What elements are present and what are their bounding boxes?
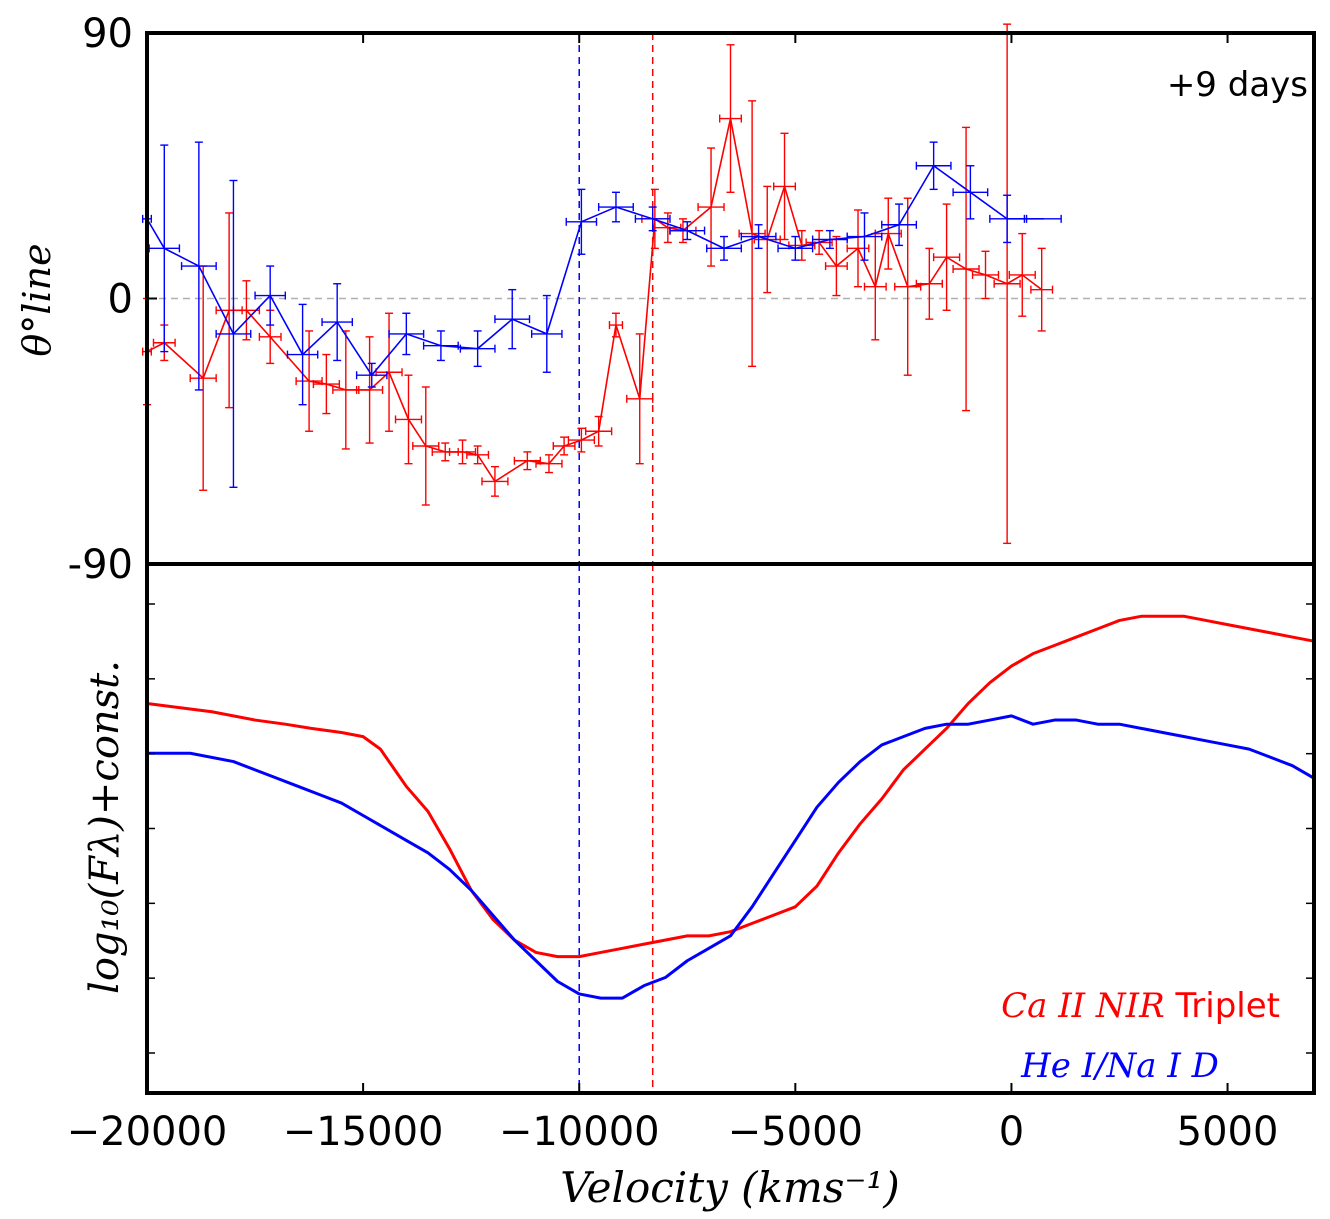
data-point [740,224,777,250]
data-point [738,100,766,368]
x-tick-label: −10000 [499,1109,660,1155]
data-point [626,333,654,465]
spectrum-line [147,714,1315,1000]
data-point [459,330,496,368]
data-point [706,235,743,261]
data-point [846,212,883,261]
data-point [355,336,384,444]
data-point [989,194,1026,244]
data-point [394,374,423,465]
series-line [146,118,1043,483]
data-point [634,206,671,232]
data-point [388,312,425,356]
x-tick-label: −15000 [283,1109,444,1155]
data-point [321,283,354,362]
data-point [773,132,797,241]
data-point [567,427,596,453]
data-point [932,203,961,311]
data-point [148,144,181,353]
data-point [286,303,319,406]
data-point [422,330,459,362]
data-point [189,265,217,491]
data-point [608,312,624,338]
data-point [1008,232,1036,317]
data-point [448,439,477,465]
legend-entry-ca-math: Ca II NIR [1001,986,1175,1026]
data-point [215,179,252,488]
bottom-y-axis-label: log₁₀(Fλ)+const. [82,660,128,994]
data-point [697,147,725,267]
bottom-reference-lines [578,564,654,1093]
x-tick-label: −5000 [728,1109,863,1155]
top-reference-lines [147,33,1314,564]
data-point [412,386,440,506]
data-point [565,188,598,255]
y-tick-label: -90 [68,542,133,588]
data-point [669,221,706,241]
x-tick-label: 5000 [1177,1109,1279,1155]
series-line [146,164,1044,377]
data-point [481,465,509,497]
data-point [915,247,943,320]
legend-entry-ca: Ca II NIR Triplet [1001,986,1280,1026]
data-point [1030,247,1054,332]
data-point [881,203,918,247]
data-point [585,415,613,447]
bottom-panel: −20000 −15000 −10000 −5000 0 5000 Velocity (k… [67,33,1316,1212]
data-point [863,232,887,341]
top-annotation: +9 days [1167,65,1308,105]
data-point [355,362,388,388]
legend-entry-he: He I/Na I D [1020,1046,1219,1086]
data-point [971,250,1000,300]
x-tick-label: −20000 [67,1109,228,1155]
data-point [952,126,980,412]
top-panel: 90 0 -90 +9 days θ°line [15,11,1316,588]
bottom-x-ticks: −20000 −15000 −10000 −5000 0 5000 [67,33,1279,1155]
data-point [180,141,217,391]
data-point [846,209,870,288]
data-point [494,288,531,350]
data-point [811,229,848,250]
y-tick-label: 0 [108,277,133,323]
data-point [718,44,743,194]
data-point [466,445,490,465]
data-point [1025,214,1062,223]
data-point [777,235,814,261]
bottom-series-group [146,614,1315,1000]
data-point [552,436,576,456]
data-point [530,294,563,373]
x-tick-label: 0 [999,1109,1024,1155]
y-tick-label: 90 [82,11,133,57]
data-point [312,353,341,415]
legend: Ca II NIR Triplet He I/Na I D [1001,986,1280,1086]
data-point [597,191,634,223]
spectrum-line [146,614,1315,959]
data-point [254,265,287,326]
data-point [295,330,323,432]
data-point [788,229,816,261]
data-point [993,23,1021,545]
top-y-ticks: 90 0 -90 [68,11,157,588]
data-point [332,330,360,450]
bottom-x-axis-label: Velocity (kms⁻¹) [560,1163,900,1212]
data-point [952,165,989,220]
top-y-axis-label: θ°line [15,243,59,356]
data-point [915,141,952,191]
legend-entry-ca-text: Triplet [1175,986,1280,1026]
data-point [535,454,563,474]
data-point [824,235,848,297]
bottom-y-minor-ticks [147,603,1314,1054]
top-series-group [141,23,1062,545]
